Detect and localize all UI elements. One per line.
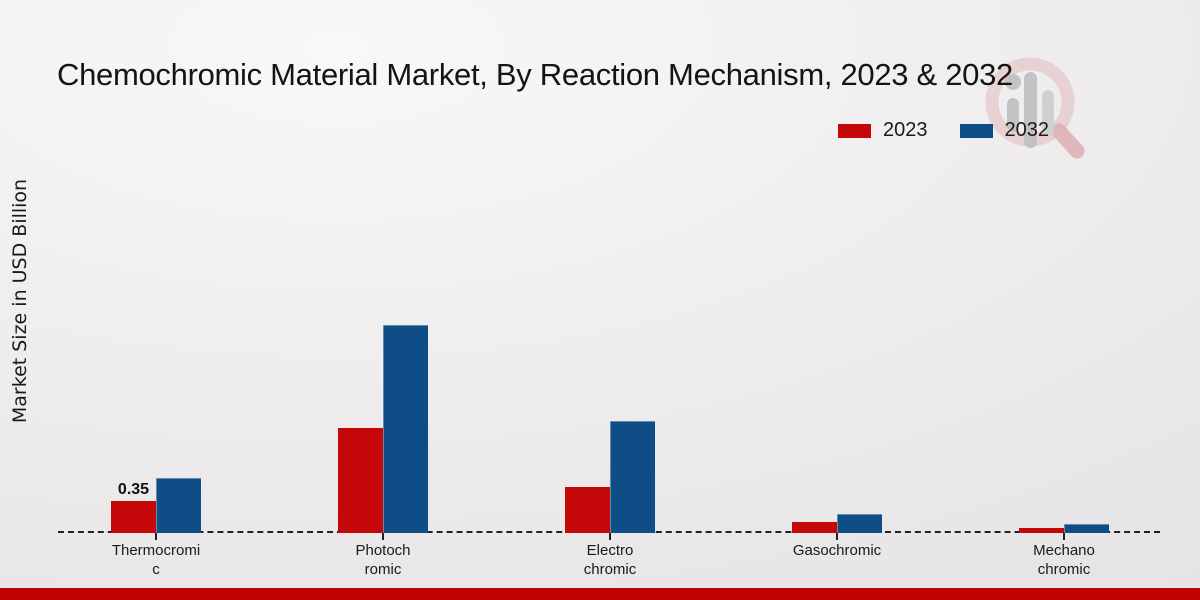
legend-label-2023: 2023 [883,119,928,141]
category-label: Photoch romic [298,541,468,579]
legend-item-2032: 2032 [959,119,1050,142]
bar-2032-thermocromic [156,478,201,533]
axis-tick [836,533,838,540]
category-label: Electro chromic [525,541,695,579]
y-axis-label: Market Size in USD Billion [9,178,31,424]
category-label: Mechano chromic [979,541,1149,579]
legend-label-2032: 2032 [1004,119,1050,141]
bar-2023-gasochromic [792,522,837,533]
category-label-line: Photoch [355,542,411,559]
axis-tick [155,533,157,540]
category-label-line: romic [364,561,402,578]
category-label-line: Mechano [1033,542,1095,559]
chart-title: Chemochromic Material Market, By Reactio… [57,56,1013,92]
axis-tick [382,533,384,540]
bar-2023-mechanochromic [1019,528,1064,533]
bar-2023-photochromic [338,428,383,533]
bar-2032-gasochromic [837,514,882,533]
axis-tick [1063,533,1065,540]
bar-2032-mechanochromic [1064,524,1109,533]
bar-2023-thermocromic [111,501,156,533]
category-label-line: chromic [1037,561,1091,578]
category-label: Gasochromic [752,541,922,560]
category-label-line: Thermocromi [111,542,201,559]
category-label-line: Gasochromic [792,542,882,559]
bottom-accent-strip [0,588,1200,600]
legend: 2023 2032 [838,119,1049,142]
category-label-line: c [152,561,160,578]
category-label-line: chromic [583,561,637,578]
bar-2032-photochromic [383,325,428,533]
bar-2023-electrochromic [565,487,610,533]
magnifier-bar-chart-logo-icon [985,57,1085,159]
legend-swatch-2032 [959,123,993,138]
legend-swatch-2023 [838,123,871,138]
legend-item-2023: 2023 [838,119,928,142]
category-label-line: Electro [586,542,634,559]
category-label: Thermocromi c [71,541,241,579]
bar-value-label: 0.35 [117,481,150,498]
axis-tick [609,533,611,540]
bar-2032-electrochromic [610,421,655,533]
